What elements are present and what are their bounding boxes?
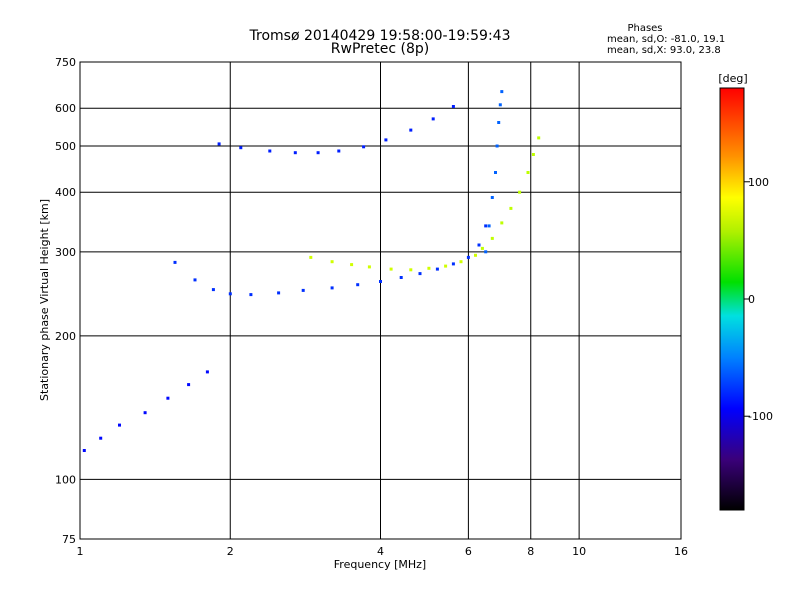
data-point (518, 190, 522, 194)
data-point (409, 128, 413, 132)
data-point (509, 206, 513, 210)
colorbar-tick-label: -100 (748, 410, 773, 423)
data-point (490, 196, 494, 199)
data-point (309, 255, 313, 259)
data-point (187, 383, 191, 387)
x-tick-label: 6 (465, 545, 472, 558)
stats-line-o: mean, sd,O: -81.0, 19.1 (607, 34, 725, 45)
data-point (301, 288, 305, 292)
data-point (487, 224, 491, 228)
colorbar-tick-label: 100 (748, 176, 769, 189)
data-point (495, 144, 499, 148)
x-tick-label: 4 (377, 545, 384, 558)
y-tick-label: 600 (55, 102, 76, 115)
data-point (466, 255, 470, 259)
y-tick-label: 500 (55, 140, 76, 153)
data-point (500, 221, 504, 225)
data-point (362, 145, 366, 149)
data-point (497, 121, 501, 124)
data-point (399, 276, 403, 279)
data-point (356, 283, 360, 287)
data-point (451, 262, 455, 266)
data-point (239, 146, 243, 150)
data-point (444, 264, 448, 268)
data-point (409, 268, 413, 272)
data-point (330, 260, 334, 264)
stats-heading: Phases (627, 23, 662, 34)
y-tick-label: 75 (62, 533, 76, 546)
data-point (498, 103, 502, 107)
data-point (330, 286, 334, 290)
data-point (379, 280, 382, 283)
x-tick-label: 2 (227, 545, 234, 558)
data-point (173, 260, 177, 264)
data-point (82, 449, 86, 452)
data-point (268, 149, 272, 153)
data-point (484, 224, 488, 228)
data-point (435, 267, 439, 271)
data-point (99, 436, 103, 440)
data-point (277, 291, 281, 295)
data-point (143, 411, 147, 415)
data-point (500, 90, 504, 94)
data-point (477, 243, 481, 247)
colorbar-ticks: 100 0 -100 (744, 176, 773, 423)
data-point (293, 151, 297, 155)
x-tick-label: 8 (527, 545, 534, 558)
x-tick-label: 16 (674, 545, 688, 558)
data-point (118, 423, 121, 427)
data-point (166, 396, 170, 400)
y-tick-label: 100 (55, 473, 76, 486)
data-point (427, 266, 431, 270)
data-point (228, 292, 232, 296)
data-point (531, 153, 535, 156)
data-points (82, 90, 541, 452)
data-point (484, 250, 488, 254)
data-point (490, 236, 494, 240)
data-point (249, 293, 253, 297)
data-point (389, 267, 393, 271)
y-axis-label: Stationary phase Virtual Height [km] (38, 199, 51, 401)
x-axis-label: Frequency [MHz] (334, 558, 426, 571)
grid-lines (80, 62, 681, 539)
data-point (384, 138, 388, 142)
data-point (494, 171, 497, 174)
data-point (526, 171, 530, 174)
stats-line-x: mean, sd,X: 93.0, 23.8 (607, 45, 721, 56)
x-tick-label: 10 (572, 545, 586, 558)
data-point (418, 272, 422, 276)
y-tick-label: 300 (55, 246, 76, 259)
y-tick-label: 200 (55, 330, 76, 343)
data-point (451, 105, 455, 108)
data-point (193, 278, 197, 282)
data-point (205, 370, 209, 374)
data-point (431, 117, 435, 121)
data-point (211, 288, 215, 292)
data-point (316, 151, 320, 155)
y-tick-label: 750 (55, 56, 76, 69)
data-point (537, 136, 541, 140)
data-point (350, 263, 354, 267)
chart-title: Tromsø 20140429 19:58:00-19:59:43 (249, 28, 511, 44)
y-tick-label: 400 (55, 186, 76, 199)
chart-subtitle: RwPretec (8p) (331, 41, 429, 57)
colorbar-tick-label: 0 (748, 293, 755, 306)
data-point (367, 265, 371, 269)
data-point (337, 149, 341, 153)
plot-frame (79, 61, 682, 540)
data-point (217, 142, 221, 146)
axis-ticks: 1 2 4 6 8 10 16 75 100 200 300 400 500 600 750 (55, 56, 688, 558)
colorbar-label: [deg] (718, 72, 747, 85)
data-point (459, 260, 463, 264)
colorbar (719, 87, 745, 511)
x-tick-label: 1 (77, 545, 84, 558)
data-point (474, 253, 477, 257)
data-point (480, 246, 484, 250)
